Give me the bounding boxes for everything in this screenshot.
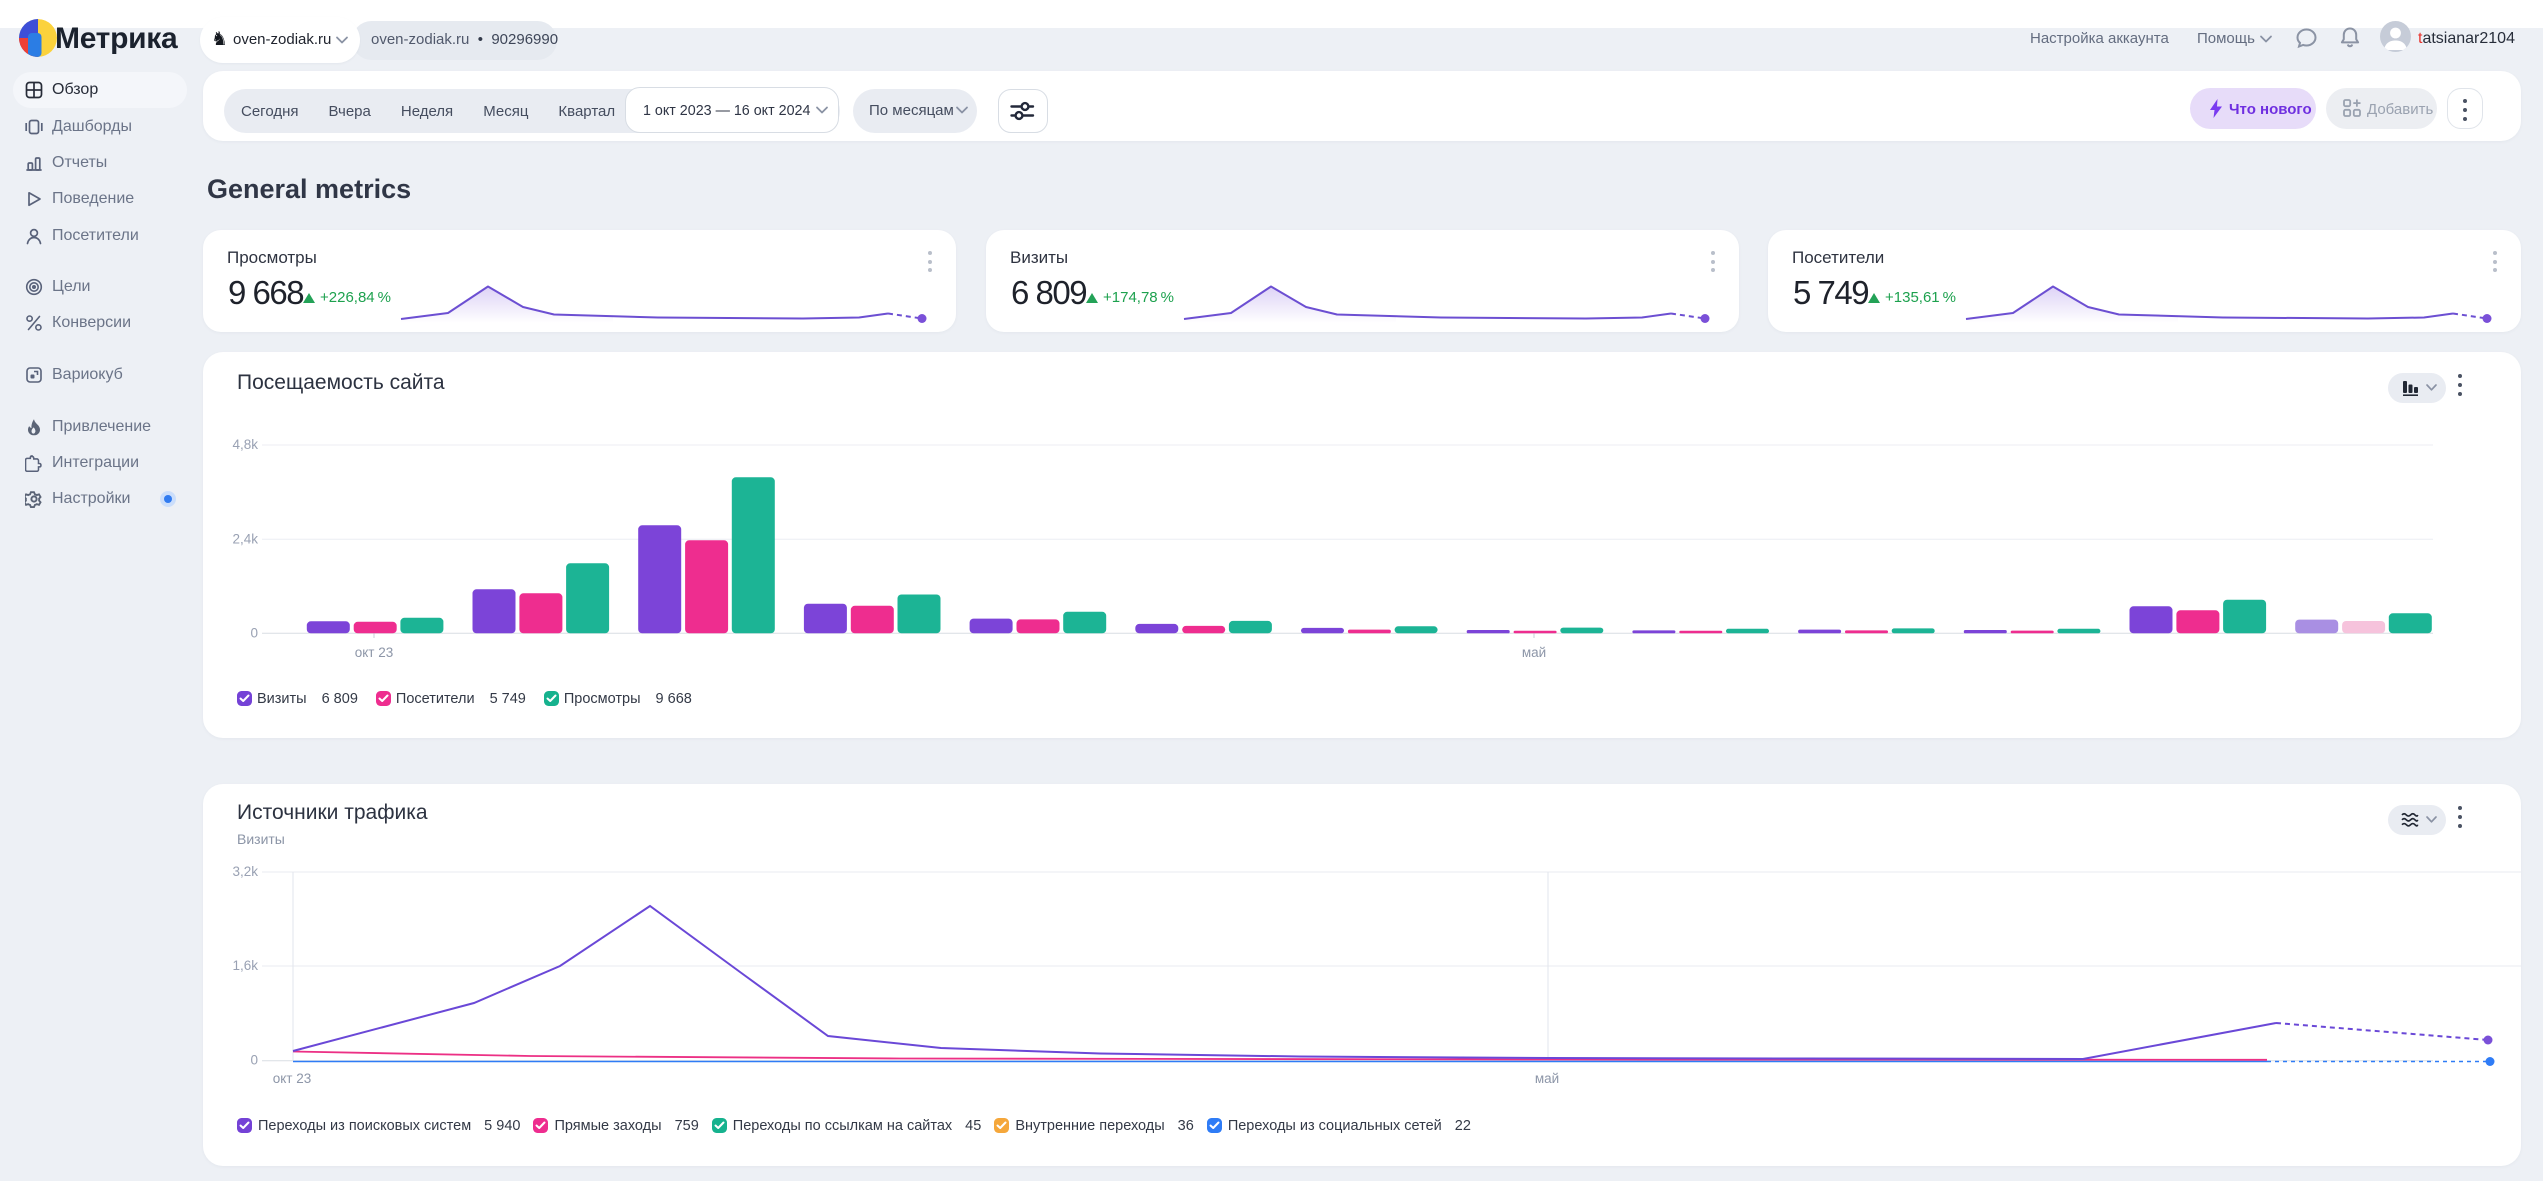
svg-text:4,8k: 4,8k xyxy=(232,437,258,452)
svg-text:май: май xyxy=(1535,1071,1559,1086)
svg-text:окт 23: окт 23 xyxy=(273,1071,312,1086)
svg-text:1,6k: 1,6k xyxy=(232,958,258,973)
svg-text:3,2k: 3,2k xyxy=(232,864,258,879)
svg-text:окт 23: окт 23 xyxy=(355,645,394,660)
svg-text:2,4k: 2,4k xyxy=(232,531,258,546)
svg-text:0: 0 xyxy=(250,625,258,640)
svg-text:май: май xyxy=(1522,645,1546,660)
svg-text:0: 0 xyxy=(250,1053,258,1068)
